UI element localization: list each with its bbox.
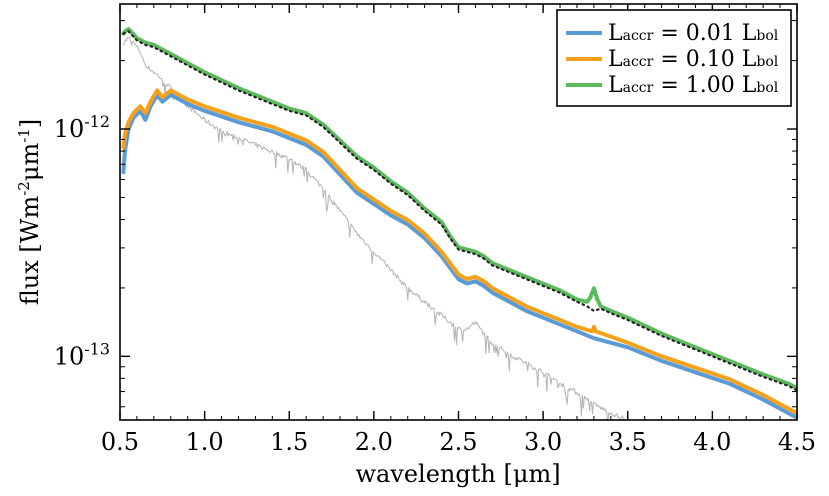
x-tick-label: 1.5 [270, 428, 308, 456]
y-axis-title-exp1: -2 [15, 181, 33, 196]
y-axis-title-main: flux [Wm [16, 196, 44, 306]
legend: Laccr = 0.01 Lbol Laccr = 0.10 Lbol Lacc… [556, 9, 792, 107]
series-line-green [121, 27, 797, 391]
y-axis-title-exp2: -1 [15, 128, 33, 143]
x-axis-title: wavelength [μm] [355, 460, 560, 488]
x-tick-label: 3.0 [524, 428, 562, 456]
x-tick-label: 4.0 [693, 428, 731, 456]
series-line-grey-photosphere [122, 36, 628, 420]
x-tick-label: 4.5 [778, 428, 816, 456]
series-line-blue [121, 92, 797, 420]
y-axis-title-end: ] [16, 119, 44, 128]
legend-label-green: Laccr = 1.00 Lbol [608, 73, 779, 98]
y-axis-title: flux [Wm-2μm-1] [15, 119, 44, 305]
x-tick-label: 0.5 [101, 428, 139, 456]
y-tick-label: 10-12 [54, 112, 110, 143]
y-tick-label: 10-13 [54, 339, 110, 370]
legend-label-blue: Laccr = 0.01 Lbol [608, 21, 779, 46]
x-tick-label: 3.5 [609, 428, 647, 456]
x-tick-label: 1.0 [186, 428, 224, 456]
series-line-orange [121, 88, 797, 416]
series-layer [121, 27, 797, 420]
x-tick-label: 2.5 [439, 428, 477, 456]
y-axis-title-mid: μm [16, 143, 44, 182]
x-tick-label: 2.0 [355, 428, 393, 456]
tick-layer: 0.5 1.0 1.5 2.0 2.5 3.0 3.5 4.0 4.5 10-12 10-13 [54, 4, 816, 456]
legend-label-orange: Laccr = 0.10 Lbol [608, 47, 779, 72]
